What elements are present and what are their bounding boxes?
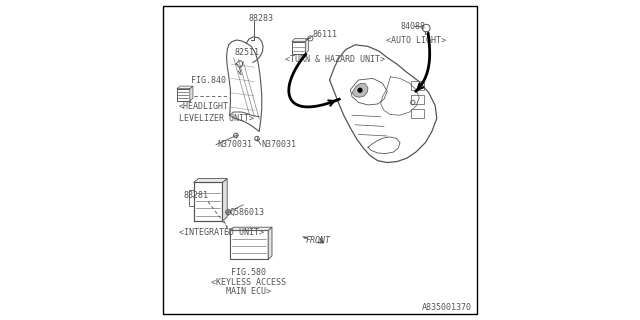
Text: <AUTO LIGHT>: <AUTO LIGHT> [386,36,446,44]
Text: 82511: 82511 [235,48,260,57]
Bar [412,109,424,118]
Text: <INTEGRATED UNIT>: <INTEGRATED UNIT> [179,228,264,237]
Text: <TURN & HAZARD UNIT>: <TURN & HAZARD UNIT> [285,55,385,64]
Text: 84088: 84088 [401,22,426,31]
Bar [425,31,428,34]
Bar [193,182,223,221]
Text: <KEYLESS ACCESS: <KEYLESS ACCESS [211,278,287,287]
Bar [177,89,190,101]
Bar [412,81,424,90]
Polygon shape [352,83,368,97]
Text: FIG.580: FIG.580 [232,268,266,277]
Polygon shape [189,86,193,101]
Text: Q586013: Q586013 [230,208,265,217]
Text: 88283: 88283 [249,14,274,23]
Text: 88281: 88281 [183,191,208,200]
Polygon shape [292,38,308,42]
Bar [189,190,194,206]
Text: FRONT: FRONT [306,236,331,245]
Text: 86111: 86111 [313,30,338,39]
Text: <HEADLIGHT
LEVELIZER UNIT>: <HEADLIGHT LEVELIZER UNIT> [179,102,253,123]
Polygon shape [223,179,227,221]
Bar [292,42,305,54]
Bar [412,95,424,104]
Circle shape [358,88,362,92]
Bar [230,230,268,259]
Text: FIG.840: FIG.840 [191,76,227,85]
Text: MAIN ECU>: MAIN ECU> [227,287,271,296]
Text: N370031: N370031 [262,140,297,149]
Polygon shape [268,227,272,259]
Polygon shape [177,86,193,89]
Text: A835001370: A835001370 [422,303,472,312]
Polygon shape [305,38,308,54]
Text: N370031: N370031 [217,140,252,149]
Polygon shape [230,227,272,230]
Polygon shape [193,179,227,182]
